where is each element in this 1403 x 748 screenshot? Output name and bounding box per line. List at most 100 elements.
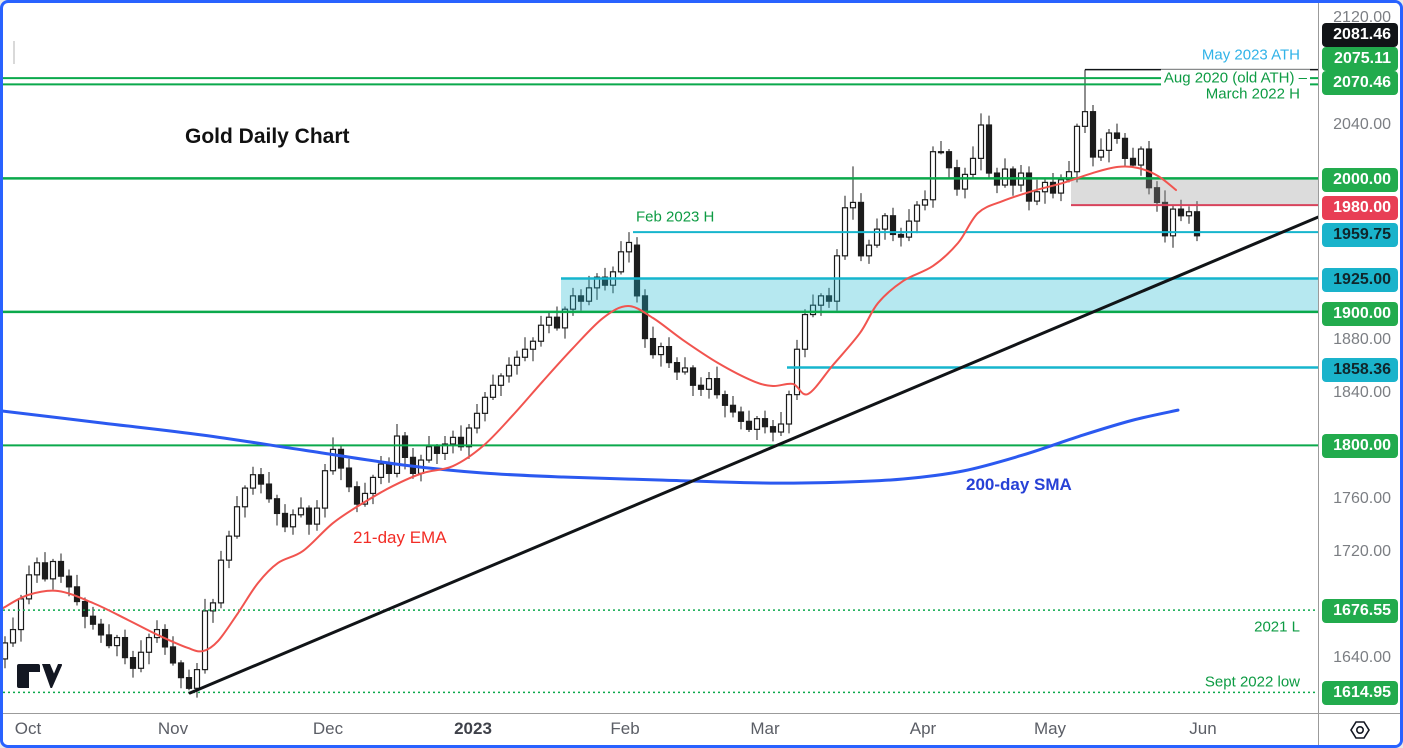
candle-up bbox=[449, 436, 457, 445]
candle-up bbox=[113, 636, 121, 647]
candle-up bbox=[921, 199, 929, 206]
candle-up bbox=[657, 345, 665, 356]
uptrend-line[interactable] bbox=[188, 215, 1318, 695]
time-label-May: May bbox=[1033, 719, 1067, 738]
time-label-Apr: Apr bbox=[909, 719, 937, 738]
candle-up bbox=[49, 560, 57, 580]
candle-down bbox=[697, 384, 705, 390]
candle-up bbox=[681, 367, 689, 373]
candle-down bbox=[305, 507, 313, 525]
time-label-Dec: Dec bbox=[312, 719, 344, 738]
candle-up bbox=[297, 507, 305, 516]
candle-down bbox=[129, 657, 137, 669]
candle-up bbox=[369, 476, 377, 495]
time-label-Mar: Mar bbox=[750, 719, 780, 738]
annotation-sept-2022-low: Sept 2022 low bbox=[1204, 673, 1300, 691]
candle-down bbox=[177, 662, 185, 679]
candle-up bbox=[705, 378, 713, 390]
candle-up bbox=[137, 651, 145, 669]
candle-up bbox=[513, 356, 521, 366]
candle-up bbox=[425, 446, 433, 461]
candle-down bbox=[257, 474, 265, 485]
candle-up bbox=[1105, 132, 1113, 151]
annotation-2021-l: 2021 L bbox=[1254, 618, 1300, 636]
candle-up bbox=[249, 474, 257, 489]
candle-down bbox=[385, 463, 393, 474]
candle-down bbox=[273, 498, 281, 515]
candle-up bbox=[545, 316, 553, 326]
price-label-1925.00: 1925.00 bbox=[1322, 268, 1398, 292]
time-label-Nov: Nov bbox=[157, 719, 189, 738]
price-label-1614.95: 1614.95 bbox=[1322, 681, 1398, 705]
candle-down bbox=[825, 295, 833, 302]
price-axis[interactable]: 2120.00 2081.46 2075.11 2070.46 2040.00 2000.… bbox=[1318, 3, 1400, 713]
price-label-1858.36: 1858.36 bbox=[1322, 358, 1398, 382]
candle-down bbox=[1089, 111, 1097, 158]
time-axis[interactable]: Oct Nov Dec 2023 Feb Mar Apr May Jun bbox=[3, 713, 1400, 745]
candle-up bbox=[1001, 168, 1009, 186]
candle-down bbox=[649, 337, 657, 356]
candle-up bbox=[777, 423, 785, 433]
candle-down bbox=[1177, 208, 1185, 217]
candle-up bbox=[505, 364, 513, 377]
candle-down bbox=[89, 615, 97, 625]
candle-up bbox=[17, 598, 25, 631]
candle-up bbox=[289, 514, 297, 528]
candle-up bbox=[377, 463, 385, 479]
candle-up bbox=[465, 427, 473, 448]
candle-down bbox=[57, 560, 65, 577]
price-label-1840.00: 1840.00 bbox=[1333, 384, 1391, 401]
candle-up bbox=[977, 124, 985, 159]
candle-up bbox=[905, 220, 913, 238]
200-day-sma[interactable] bbox=[3, 408, 1180, 485]
price-scale-settings-icon[interactable] bbox=[1349, 719, 1371, 741]
candle-down bbox=[265, 483, 273, 500]
candle-up bbox=[521, 348, 529, 358]
candle-up bbox=[329, 448, 337, 472]
price-label-1980.00: 1980.00 bbox=[1322, 196, 1398, 220]
annotation-may-2023-ath: May 2023 ATH bbox=[1201, 46, 1300, 64]
candle-up bbox=[225, 535, 233, 561]
candle-down bbox=[1193, 211, 1201, 237]
candle-up bbox=[529, 340, 537, 350]
candle-up bbox=[817, 295, 825, 306]
annotation-feb-2023-h: Feb 2023 H bbox=[636, 208, 715, 226]
candle-down bbox=[337, 448, 345, 469]
candle-down bbox=[1153, 187, 1161, 204]
candle-down bbox=[985, 124, 993, 174]
candle-down bbox=[433, 446, 441, 454]
price-label-1800.00: 1800.00 bbox=[1322, 434, 1398, 458]
time-label-Jun: Jun bbox=[1189, 719, 1217, 738]
chart-canvas[interactable] bbox=[3, 3, 1318, 713]
annotation-aug-2020-old-ath-: Aug 2020 (old ATH) – bbox=[1160, 69, 1310, 87]
candle-up bbox=[241, 487, 249, 508]
candlestick-plot[interactable] bbox=[3, 3, 1318, 713]
candle-up bbox=[801, 313, 809, 350]
candle-down bbox=[673, 362, 681, 373]
candle-down bbox=[1025, 172, 1033, 202]
candle-up bbox=[1169, 208, 1177, 237]
candle-up bbox=[33, 562, 41, 576]
candle-down bbox=[73, 586, 81, 603]
candle-up bbox=[233, 506, 241, 537]
price-label-2070.46: 2070.46 bbox=[1322, 71, 1398, 95]
candle-up bbox=[193, 669, 201, 689]
candle-up bbox=[497, 375, 505, 386]
candle-down bbox=[737, 411, 745, 422]
candle-down bbox=[353, 486, 361, 505]
candle-down bbox=[1049, 181, 1057, 194]
candle-up bbox=[1073, 125, 1081, 173]
candle-up bbox=[873, 228, 881, 246]
annotation-march-2022-h: March 2022 H bbox=[1205, 85, 1300, 103]
time-label-Feb: Feb bbox=[610, 719, 640, 738]
candle-down bbox=[1121, 137, 1129, 159]
21-day-ema[interactable] bbox=[3, 165, 1177, 653]
price-label-2075.11: 2075.11 bbox=[1322, 47, 1398, 71]
candle-down bbox=[105, 634, 113, 647]
candle-up bbox=[881, 215, 889, 230]
tradingview-logo[interactable] bbox=[16, 663, 62, 691]
candle-up bbox=[1057, 179, 1065, 194]
annotation-200-day-sma: 200-day SMA bbox=[966, 475, 1072, 494]
candle-up bbox=[393, 435, 401, 474]
candle-down bbox=[1009, 168, 1017, 186]
